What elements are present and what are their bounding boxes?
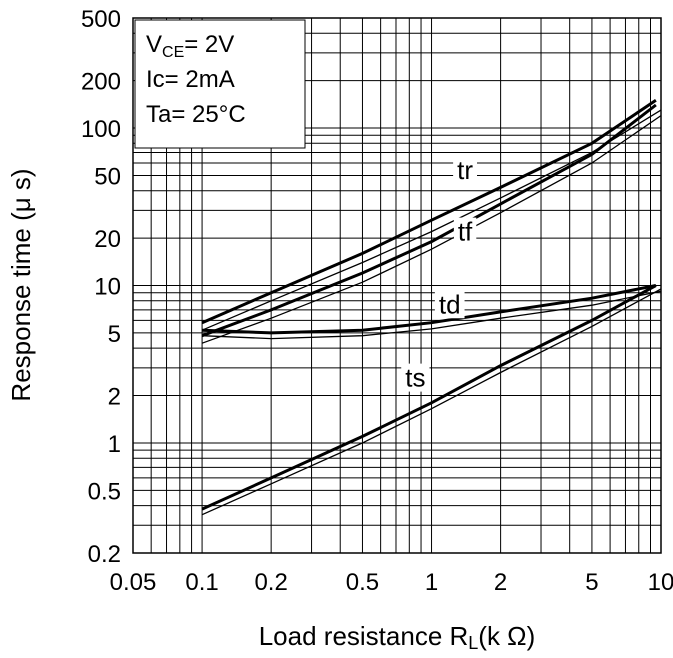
y-tick-label: 5 — [108, 321, 121, 348]
y-tick-labels: 500 200 100 50 20 10 5 2 1 0.5 0.2 — [81, 6, 121, 568]
curve-labels: tr tf td ts — [401, 155, 478, 393]
curve-label-background — [401, 363, 430, 392]
series-line-td — [202, 284, 657, 335]
x-axis-title: Load resistance RL(k Ω) — [259, 621, 536, 653]
y-tick-label: 20 — [94, 226, 121, 253]
curve-label-background — [453, 156, 478, 185]
series-line-ts — [201, 284, 657, 511]
condition-ic: Ic= 2mA — [146, 66, 235, 93]
x-tick-label: 5 — [585, 569, 598, 596]
curve-label-td: td — [439, 289, 461, 319]
y-tick-label: 0.5 — [88, 478, 121, 505]
curve-label-background — [453, 217, 477, 246]
condition-vce: VCE= 2V — [146, 31, 234, 61]
condition-ta: Ta= 25°C — [146, 101, 246, 128]
curve-label-tr: tr — [457, 155, 473, 185]
y-tick-label: 200 — [81, 69, 121, 96]
y-tick-label: 50 — [94, 163, 121, 190]
series-line-td — [202, 290, 662, 340]
x-tick-label: 0.5 — [346, 569, 379, 596]
x-tick-label: 0.05 — [110, 569, 157, 596]
curve-label-ts: ts — [405, 363, 425, 393]
series-line-tf — [201, 115, 662, 344]
y-tick-label: 500 — [81, 6, 121, 33]
series-line-ts — [201, 288, 662, 516]
y-tick-label: 100 — [81, 116, 121, 143]
y-tick-label: 1 — [108, 431, 121, 458]
series-line-tr — [201, 109, 662, 331]
curve-label-background — [434, 290, 465, 319]
y-axis-title: Response time (μ s) — [6, 168, 36, 401]
x-tick-label: 10 — [648, 569, 673, 596]
x-tick-labels: 0.05 0.1 0.2 0.5 1 2 5 10 — [110, 569, 673, 596]
y-tick-label: 10 — [94, 274, 121, 301]
x-tick-label: 0.2 — [254, 569, 287, 596]
x-tick-label: 0.1 — [185, 569, 218, 596]
series-lines — [201, 99, 662, 516]
series-line-tf — [201, 103, 657, 338]
x-tick-label: 1 — [425, 569, 438, 596]
plot-frame — [132, 17, 662, 554]
conditions-box — [134, 19, 306, 149]
y-tick-label: 2 — [108, 384, 121, 411]
curve-label-tf: tf — [458, 217, 473, 247]
x-tick-label: 2 — [494, 569, 507, 596]
series-line-tr — [201, 99, 657, 325]
y-tick-label: 0.2 — [88, 541, 121, 568]
